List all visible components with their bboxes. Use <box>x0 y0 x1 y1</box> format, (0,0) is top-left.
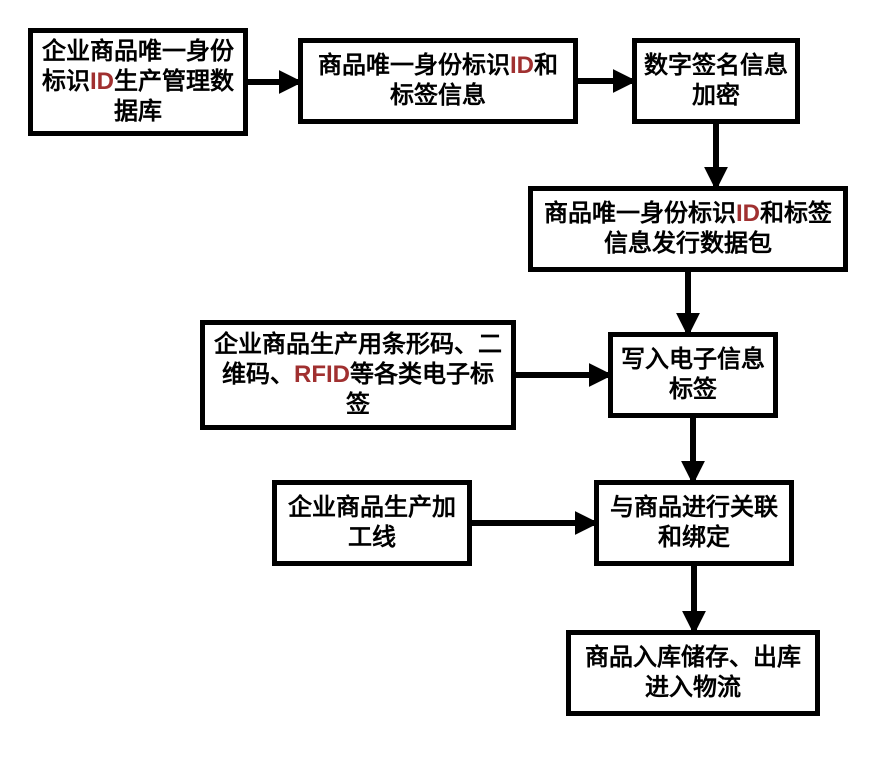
node-n3: 数字签名信息加密 <box>632 38 800 124</box>
node-n8: 与商品进行关联和绑定 <box>594 480 794 566</box>
node-n1: 企业商品唯一身份标识ID生产管理数据库 <box>28 28 248 136</box>
node-n6: 写入电子信息标签 <box>608 332 778 418</box>
flowchart-canvas: 企业商品唯一身份标识ID生产管理数据库商品唯一身份标识ID和标签信息数字签名信息… <box>0 0 888 766</box>
node-n7: 企业商品生产加工线 <box>272 480 472 566</box>
node-n4: 商品唯一身份标识ID和标签信息发行数据包 <box>528 186 848 272</box>
node-n9: 商品入库储存、出库进入物流 <box>566 630 820 716</box>
node-n2: 商品唯一身份标识ID和标签信息 <box>298 38 578 124</box>
node-n5: 企业商品生产用条形码、二维码、RFID等各类电子标签 <box>200 320 516 430</box>
